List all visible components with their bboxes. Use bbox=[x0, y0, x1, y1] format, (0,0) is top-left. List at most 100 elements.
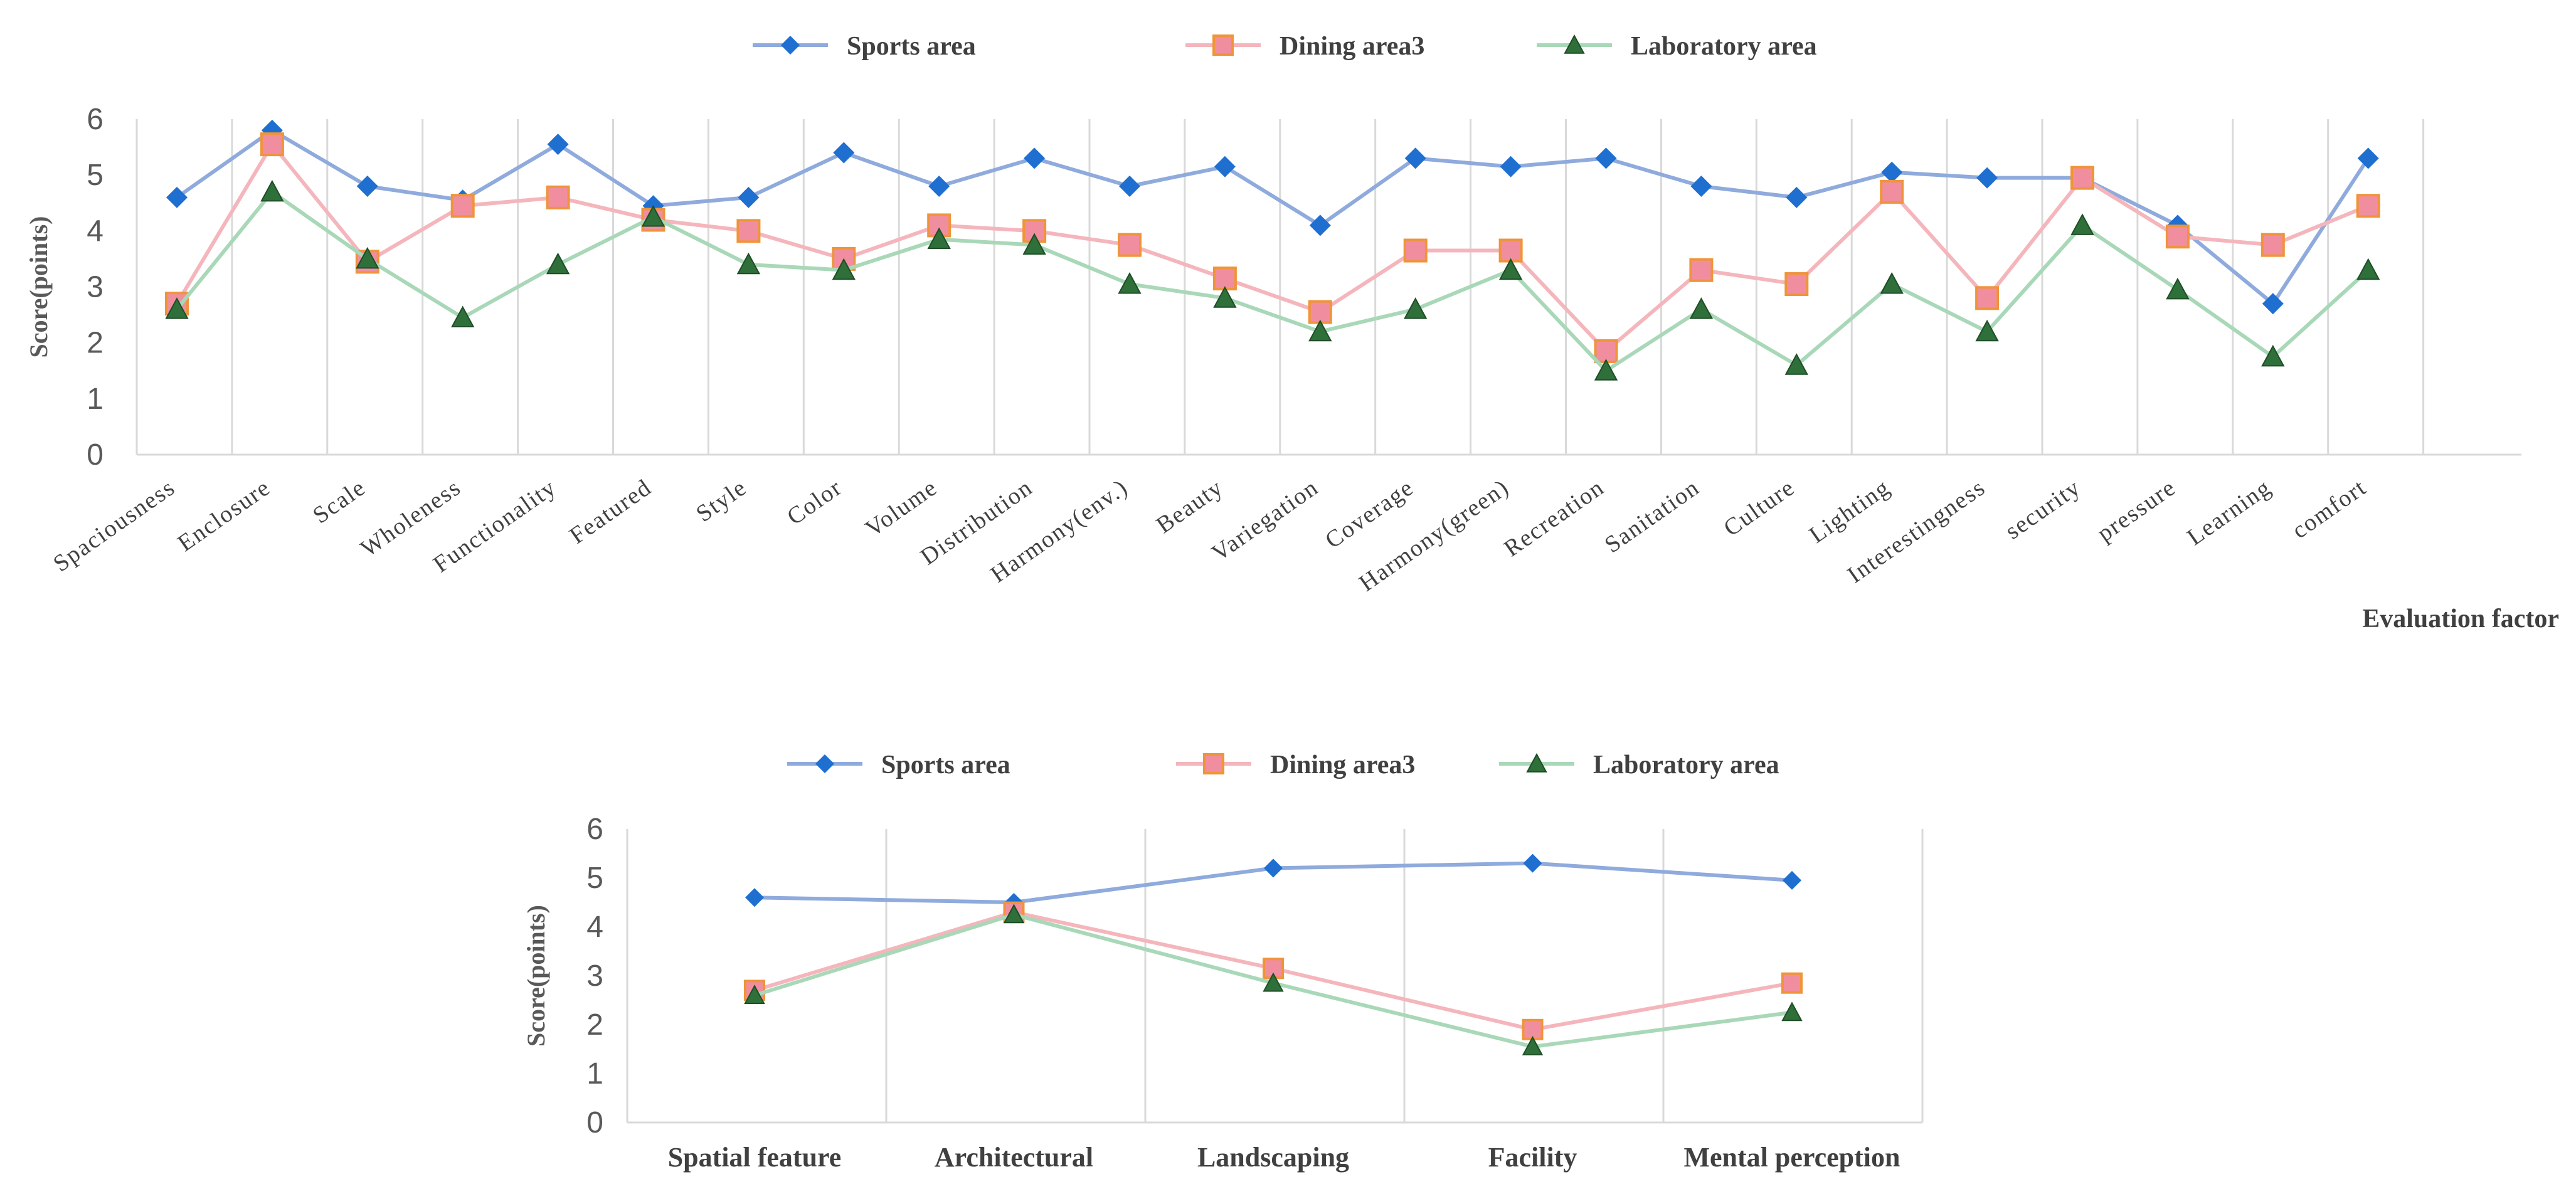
data-point bbox=[1594, 339, 1618, 364]
data-point bbox=[1880, 179, 1904, 204]
x-tick-label: Landscaping bbox=[1197, 1142, 1349, 1173]
legend-marker bbox=[781, 36, 800, 55]
data-point bbox=[1404, 297, 1428, 319]
x-axis-label: Evaluation factor bbox=[2362, 605, 2559, 633]
data-point bbox=[356, 246, 379, 269]
data-point bbox=[1522, 1018, 1544, 1040]
data-point bbox=[1118, 272, 1142, 294]
chart-2: 0 1 2 3 4 5 6 Score(points) Spatial feature Archi… bbox=[522, 751, 1924, 1173]
data-point bbox=[1308, 300, 1332, 324]
legend-label: Dining area3 bbox=[1280, 32, 1424, 61]
x-tick-label: Spaciousness bbox=[48, 474, 180, 577]
y-tick-label: 6 bbox=[87, 103, 103, 136]
data-point bbox=[736, 219, 761, 243]
data-point bbox=[1403, 238, 1428, 263]
data-point bbox=[744, 985, 765, 1004]
series-line bbox=[175, 189, 2370, 373]
data-point bbox=[1784, 353, 1808, 375]
data-point bbox=[1783, 870, 1801, 890]
series-laboratory-area bbox=[744, 904, 1803, 1055]
chart-1: 0 1 2 3 4 5 6 Score(points) SpaciousnessEnclosur… bbox=[24, 32, 2559, 633]
legend-label: Sports area bbox=[847, 32, 976, 61]
data-point bbox=[1119, 176, 1140, 197]
series-dining-area3 bbox=[744, 901, 1803, 1040]
series-sports-area bbox=[745, 853, 1801, 912]
x-tick-label: Style bbox=[691, 474, 751, 527]
y-tick-label: 0 bbox=[87, 438, 103, 472]
x-tick-label: Lighting bbox=[1805, 474, 1895, 549]
legend-label: Laboratory area bbox=[1593, 751, 1779, 779]
x-tick-label: security bbox=[2000, 474, 2086, 545]
x-tick-label: Beauty bbox=[1152, 474, 1228, 539]
data-point bbox=[546, 185, 570, 209]
y-tick-label: 6 bbox=[586, 813, 603, 846]
data-point bbox=[1781, 1001, 1803, 1022]
x-tick-label: Facility bbox=[1488, 1142, 1577, 1173]
data-point bbox=[1976, 167, 1998, 189]
data-point bbox=[1309, 214, 1331, 236]
data-point bbox=[260, 179, 284, 202]
x-tick-label: Sanitation bbox=[1600, 474, 1705, 558]
y-tick-label: 1 bbox=[586, 1057, 603, 1090]
data-point bbox=[832, 258, 856, 280]
x-tick-label: Volume bbox=[861, 474, 942, 542]
legend-label: Dining area3 bbox=[1270, 751, 1415, 779]
data-point bbox=[1689, 297, 1714, 319]
data-point bbox=[1404, 147, 1426, 169]
data-point bbox=[1003, 904, 1025, 924]
data-point bbox=[165, 297, 189, 319]
data-point bbox=[2356, 194, 2380, 218]
data-point bbox=[1781, 972, 1803, 994]
data-point bbox=[928, 176, 950, 197]
y-tick-label: 3 bbox=[586, 959, 603, 993]
x-tick-label: Learning bbox=[2182, 474, 2276, 551]
x-tick-label: Featured bbox=[565, 474, 657, 549]
y-tick-label: 5 bbox=[87, 159, 103, 192]
data-point bbox=[2262, 293, 2284, 315]
legend-marker bbox=[1526, 752, 1547, 773]
data-point bbox=[2070, 213, 2094, 235]
data-point bbox=[547, 134, 569, 156]
data-point bbox=[745, 888, 764, 907]
data-point bbox=[1214, 156, 1236, 177]
data-point bbox=[1498, 258, 1523, 280]
data-point bbox=[260, 132, 284, 157]
data-point bbox=[1308, 319, 1332, 342]
legend-marker bbox=[1212, 34, 1234, 56]
y-tick-label: 1 bbox=[87, 383, 103, 416]
legend: Sports area Dining area3 Laboratory area bbox=[753, 32, 1817, 61]
series-laboratory-area bbox=[165, 179, 2380, 381]
data-point bbox=[736, 252, 761, 275]
y-tick-label: 3 bbox=[87, 271, 103, 304]
data-point bbox=[1880, 272, 1904, 294]
x-tick-label: comfort bbox=[2287, 474, 2372, 544]
y-tick-label: 4 bbox=[87, 214, 103, 248]
y-tick-label: 0 bbox=[586, 1106, 603, 1139]
data-point bbox=[1500, 156, 1522, 177]
legend-label: Laboratory area bbox=[1631, 32, 1817, 61]
data-point bbox=[1523, 853, 1542, 873]
legend-marker bbox=[815, 754, 834, 773]
data-point bbox=[1786, 186, 1808, 208]
data-point bbox=[2357, 147, 2379, 169]
data-point bbox=[1784, 272, 1809, 297]
data-point bbox=[356, 176, 378, 197]
data-point bbox=[2070, 166, 2094, 190]
series-sports-area bbox=[166, 119, 2379, 315]
data-point bbox=[641, 204, 665, 227]
y-axis-label: Score(points) bbox=[24, 216, 53, 358]
legend: Sports area Dining area3 Laboratory area bbox=[787, 751, 1779, 779]
data-point bbox=[1975, 286, 2000, 310]
legend-label: Sports area bbox=[881, 751, 1010, 779]
x-tick-label: Mental perception bbox=[1683, 1142, 1900, 1173]
x-tick-label: Culture bbox=[1719, 474, 1800, 542]
x-tick-label: Recreation bbox=[1499, 474, 1609, 562]
data-point bbox=[1212, 267, 1237, 291]
data-point bbox=[1594, 359, 1618, 381]
data-point bbox=[1022, 233, 1046, 255]
data-point bbox=[1213, 286, 1237, 308]
data-point bbox=[546, 252, 570, 275]
data-point bbox=[1118, 233, 1142, 257]
series-line bbox=[175, 142, 2369, 354]
